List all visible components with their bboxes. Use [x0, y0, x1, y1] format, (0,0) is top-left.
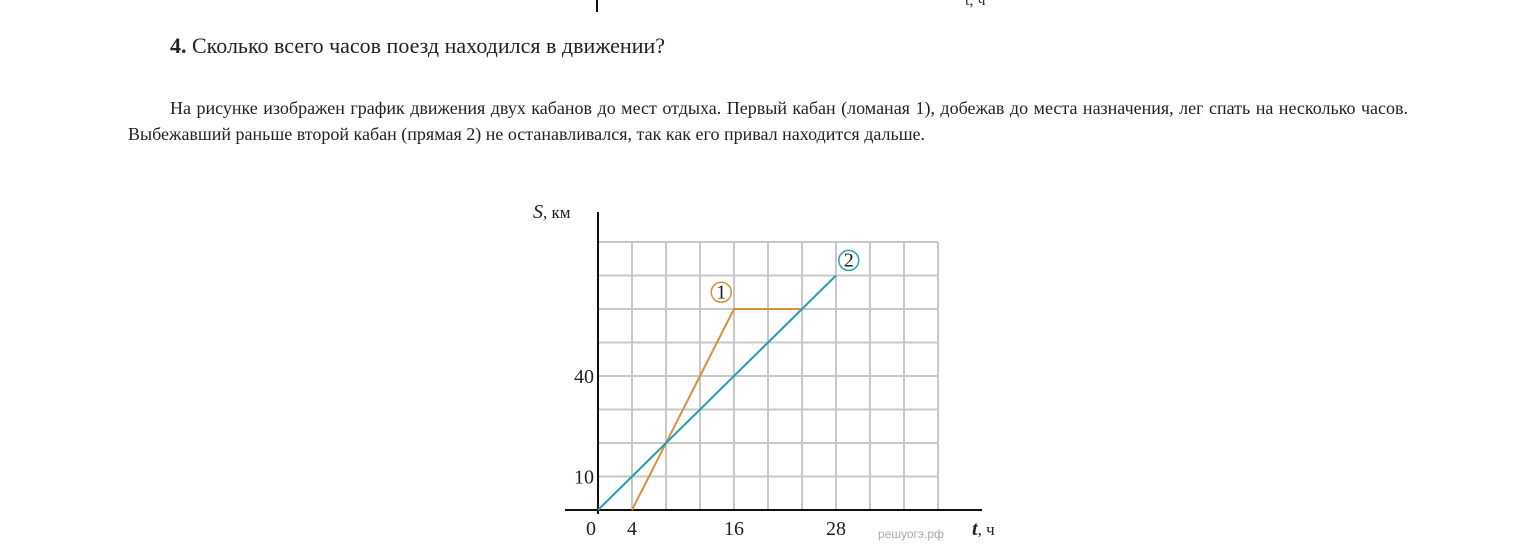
series-line-2: [597, 274, 837, 511]
problem-paragraph: На рисунке изображен график движения дву…: [128, 98, 1408, 144]
previous-figure-axis: [596, 0, 598, 12]
previous-figure-xlabel: t, ч: [965, 0, 986, 9]
x-tick-label: 16: [724, 518, 744, 540]
series-label-circle-1: [710, 281, 732, 303]
y-tick-label: 40: [574, 366, 594, 388]
y-axis-label: S, км: [533, 201, 571, 223]
question-number: 4.: [170, 33, 187, 58]
x-axis-label: t, ч: [972, 518, 995, 540]
series-label-1: 1: [716, 281, 726, 303]
question-text: Сколько всего часов поезд находился в дв…: [192, 33, 666, 58]
series-label-circle-2: [838, 249, 860, 272]
y-tick-label: 10: [574, 467, 594, 489]
watermark: решуогэ.рф: [878, 527, 944, 541]
series-label-2: 2: [844, 249, 854, 271]
question-heading: 4. Сколько всего часов поезд находился в…: [170, 33, 665, 59]
x-tick-label: 0: [586, 518, 596, 540]
x-tick-label: 28: [826, 518, 846, 540]
x-tick-label: 4: [627, 518, 637, 540]
